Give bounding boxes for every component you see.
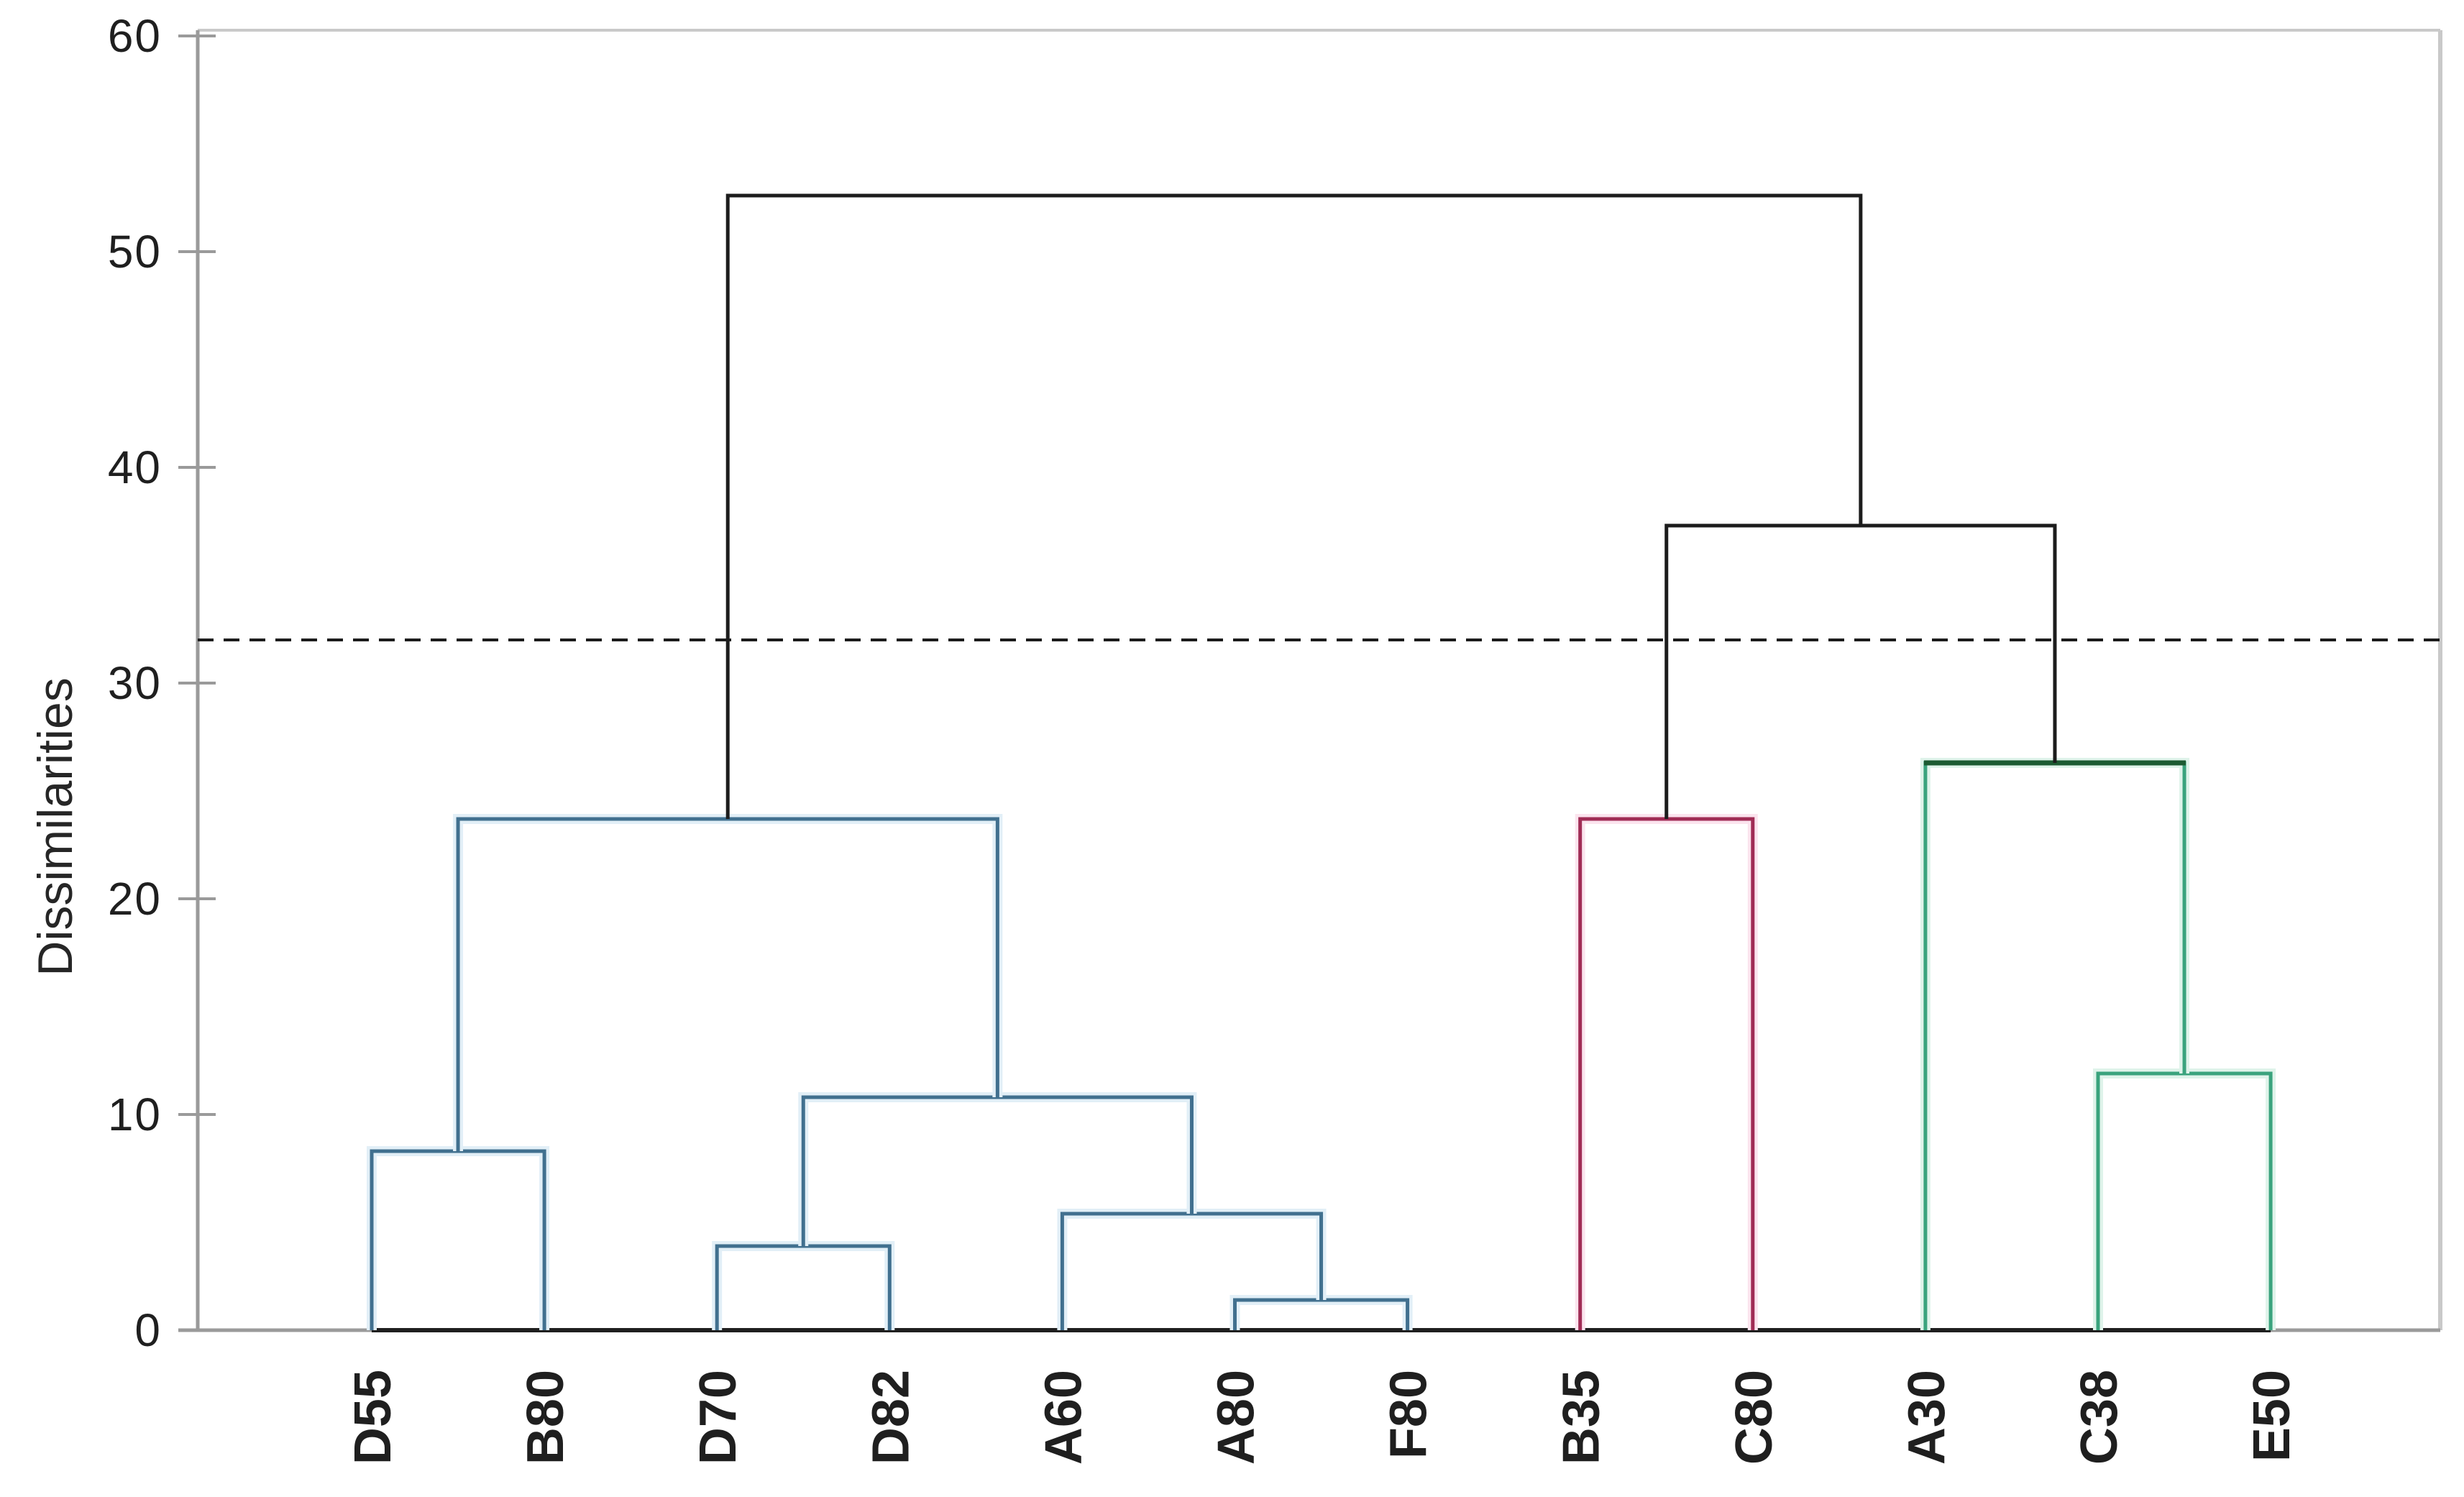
leaf-label: A80: [1208, 1370, 1265, 1465]
leaf-label: B35: [1553, 1370, 1611, 1465]
dendrogram-link: [1923, 761, 2186, 1330]
y-tick-label: 20: [108, 873, 162, 925]
dendrogram-link: [1060, 1212, 1324, 1330]
y-tick-label: 50: [108, 226, 162, 278]
link-halo: [798, 1092, 1197, 1246]
leaf-label: C38: [2071, 1370, 2128, 1465]
dendrogram-link: [1664, 523, 2057, 819]
dendrogram-links: [367, 193, 2276, 1330]
y-tick-label: 10: [108, 1089, 162, 1140]
link-halo: [712, 1241, 895, 1330]
y-tick-label: 40: [108, 441, 162, 493]
y-tick-label: 30: [108, 657, 162, 709]
leaf-label: D70: [690, 1370, 747, 1465]
leaf-label: C80: [1726, 1370, 1783, 1465]
link-halo: [1057, 1209, 1327, 1330]
leaf-label: D82: [862, 1370, 920, 1465]
leaf-label: B80: [517, 1370, 574, 1465]
leaf-label: F80: [1380, 1370, 1438, 1459]
plot-frame: [178, 29, 2442, 1332]
leaf-label: A60: [1035, 1370, 1092, 1465]
link-halo: [1575, 814, 1758, 1330]
dendrogram-link: [1578, 817, 1755, 1330]
leaf-label: E50: [2243, 1370, 2301, 1462]
dendrogram-link: [801, 1095, 1194, 1246]
y-axis: 0 10 20 30 40 50 60: [108, 10, 216, 1356]
dendrogram-link: [725, 193, 1863, 819]
x-axis-labels: D55 B80 D70 D82 A60 A80 F80 B35 C80 A30 C38 E50: [344, 1370, 2301, 1465]
y-tick-label: 60: [108, 10, 162, 62]
dendrogram-link: [715, 1244, 892, 1330]
leaf-label: D55: [344, 1370, 402, 1465]
dendrogram-link: [370, 1149, 546, 1330]
dendrogram-link: [2096, 1071, 2273, 1330]
link-halo: [1920, 758, 2190, 1330]
y-tick-label: 0: [134, 1304, 162, 1356]
leaf-label: A30: [1898, 1370, 1956, 1465]
y-axis-title: Dissimilarities: [28, 677, 83, 976]
link-halo: [2093, 1068, 2276, 1330]
link-halo: [1229, 1295, 1413, 1330]
link-halo: [367, 1146, 550, 1330]
